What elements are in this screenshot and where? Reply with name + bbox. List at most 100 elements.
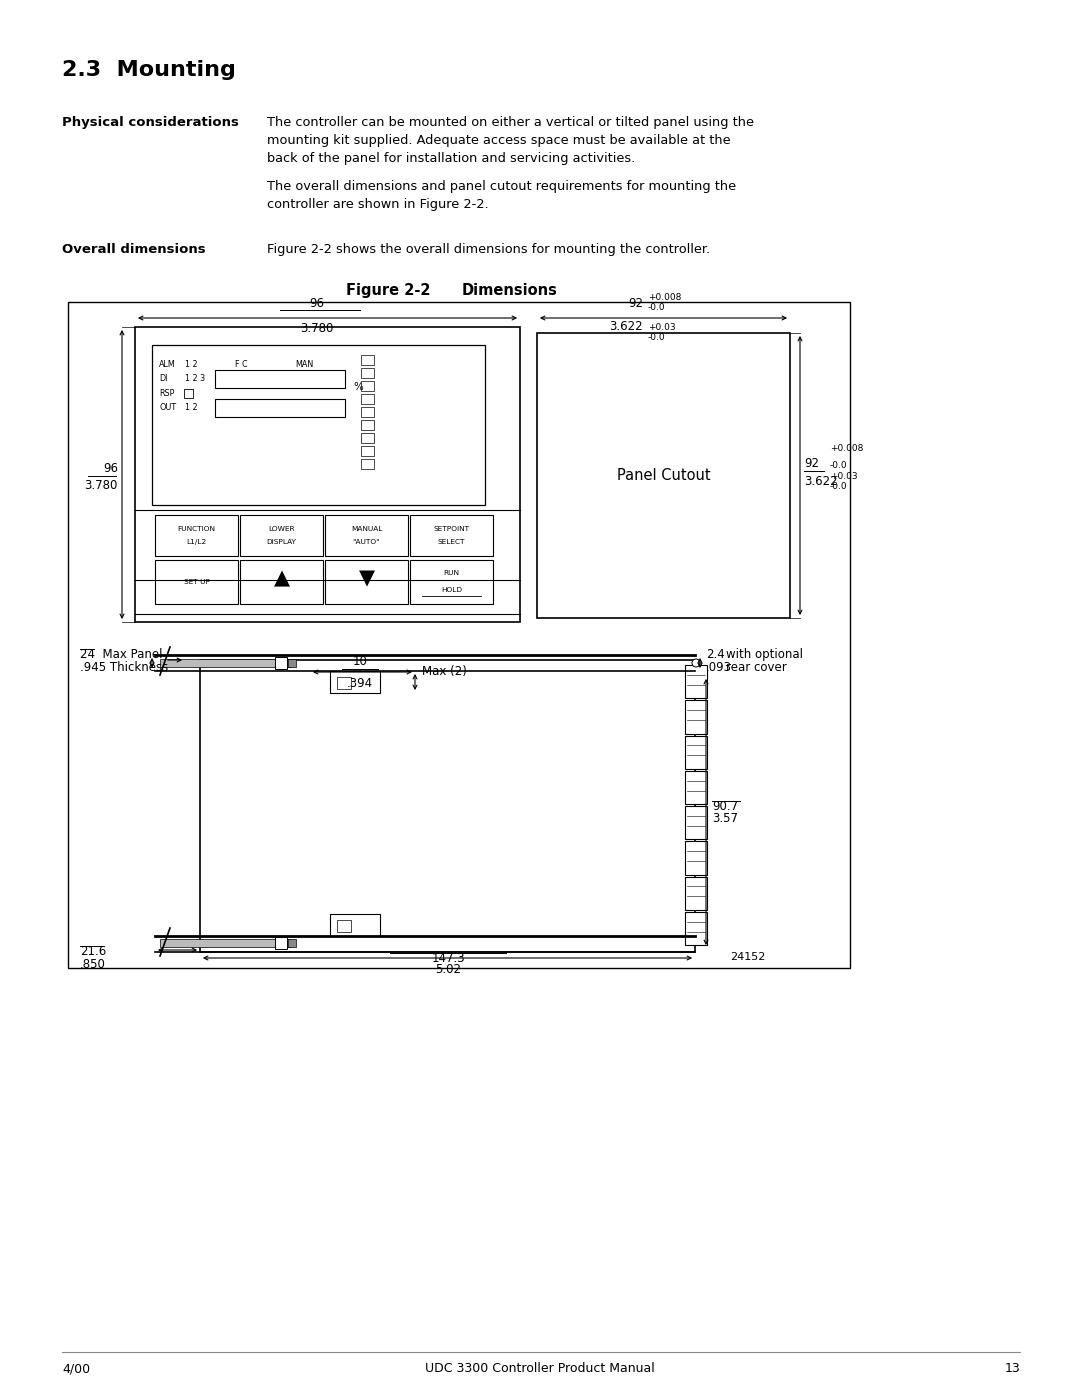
Text: 3.57: 3.57 [712, 812, 738, 826]
Text: 1 2: 1 2 [185, 402, 198, 412]
Bar [685, 806, 707, 840]
Text: Physical considerations: Physical considerations [62, 116, 239, 129]
Text: 96: 96 [103, 462, 118, 475]
Bar [361, 407, 374, 416]
Bar [330, 914, 380, 936]
Text: 4/00: 4/00 [62, 1362, 90, 1375]
Text: The overall dimensions and panel cutout requirements for mounting the
controller: The overall dimensions and panel cutout … [267, 180, 737, 211]
Text: 92: 92 [804, 457, 819, 469]
Text: +0.03: +0.03 [648, 323, 676, 332]
Text: ▲: ▲ [273, 569, 289, 588]
Text: FUNCTION: FUNCTION [177, 527, 216, 532]
Bar [240, 560, 323, 604]
Bar [200, 659, 696, 951]
Bar [685, 841, 707, 875]
Bar [68, 302, 850, 968]
Bar [685, 771, 707, 805]
Text: ▼: ▼ [359, 569, 375, 588]
Bar [156, 515, 238, 556]
Text: 2.3  Mounting: 2.3 Mounting [62, 60, 235, 80]
Text: 2.4: 2.4 [706, 648, 725, 661]
Text: Dimensions: Dimensions [462, 284, 558, 298]
Text: rear cover: rear cover [726, 661, 786, 673]
Text: -0.0: -0.0 [831, 461, 848, 469]
Text: 1 2: 1 2 [185, 360, 198, 369]
Text: 3.780: 3.780 [300, 321, 334, 335]
Bar [361, 433, 374, 443]
Bar [361, 446, 374, 455]
Text: .093: .093 [706, 661, 732, 673]
Bar [135, 327, 519, 622]
Text: "AUTO": "AUTO" [353, 539, 380, 545]
Bar [685, 665, 707, 698]
Bar [685, 876, 707, 909]
Bar [537, 332, 789, 617]
Bar [410, 560, 492, 604]
Text: MANUAL: MANUAL [351, 527, 382, 532]
Bar [240, 515, 323, 556]
Bar [160, 939, 291, 947]
Bar [361, 394, 374, 404]
Bar [215, 400, 345, 416]
Bar [685, 735, 707, 768]
Bar [330, 671, 380, 693]
Text: OUT: OUT [159, 402, 176, 412]
Text: 1 2 3: 1 2 3 [185, 374, 205, 383]
Text: Max (2): Max (2) [422, 665, 467, 679]
Text: +0.03: +0.03 [831, 472, 858, 481]
Text: Figure 2-2: Figure 2-2 [346, 284, 430, 298]
Bar [325, 560, 408, 604]
Text: LOWER: LOWER [268, 527, 295, 532]
Text: Overall dimensions: Overall dimensions [62, 243, 205, 256]
Text: 10: 10 [352, 655, 367, 668]
Bar [288, 939, 296, 947]
Text: -0.0: -0.0 [648, 332, 665, 342]
Text: RSP: RSP [159, 388, 174, 398]
Text: +0.008: +0.008 [648, 293, 681, 302]
Text: %: % [353, 381, 363, 393]
Text: -0.0: -0.0 [831, 482, 848, 490]
Text: 3.622: 3.622 [609, 320, 643, 332]
Text: 3.622: 3.622 [804, 475, 838, 488]
Bar [361, 381, 374, 391]
Text: 24  Max Panel: 24 Max Panel [80, 648, 162, 661]
Text: DISPLAY: DISPLAY [267, 539, 297, 545]
Text: 21.6: 21.6 [80, 944, 106, 958]
Text: L1/L2: L1/L2 [187, 539, 206, 545]
Text: 92: 92 [627, 298, 643, 310]
Text: 13: 13 [1004, 1362, 1020, 1375]
Text: 5.02: 5.02 [435, 963, 461, 977]
Text: ALM: ALM [159, 360, 176, 369]
Bar [337, 678, 351, 689]
Text: DI: DI [159, 374, 167, 383]
Text: .394: .394 [347, 678, 373, 690]
Text: +0.008: +0.008 [831, 444, 863, 453]
Bar [156, 560, 238, 604]
Circle shape [692, 659, 700, 666]
Text: -0.0: -0.0 [648, 303, 665, 312]
Text: 24152: 24152 [730, 951, 766, 963]
Text: RUN: RUN [444, 570, 459, 576]
Text: Figure 2-2 shows the overall dimensions for mounting the controller.: Figure 2-2 shows the overall dimensions … [267, 243, 711, 256]
Text: MAN: MAN [295, 360, 313, 369]
Text: HOLD: HOLD [441, 587, 462, 592]
Bar [361, 367, 374, 379]
Bar [152, 345, 485, 504]
Bar [361, 460, 374, 469]
Text: SETPOINT: SETPOINT [433, 527, 470, 532]
Bar [275, 937, 287, 949]
Bar [325, 515, 408, 556]
Bar [410, 515, 492, 556]
Text: Panel Cutout: Panel Cutout [617, 468, 711, 483]
Text: The controller can be mounted on either a vertical or tilted panel using the
mou: The controller can be mounted on either … [267, 116, 754, 165]
Text: UDC 3300 Controller Product Manual: UDC 3300 Controller Product Manual [426, 1362, 654, 1375]
Text: SELECT: SELECT [437, 539, 465, 545]
Bar [685, 912, 707, 944]
Bar [215, 370, 345, 388]
Bar [337, 921, 351, 932]
Text: SET UP: SET UP [184, 578, 210, 585]
Bar [160, 659, 291, 666]
Bar [184, 388, 193, 398]
Bar [685, 700, 707, 733]
Text: 147.3: 147.3 [431, 951, 464, 965]
